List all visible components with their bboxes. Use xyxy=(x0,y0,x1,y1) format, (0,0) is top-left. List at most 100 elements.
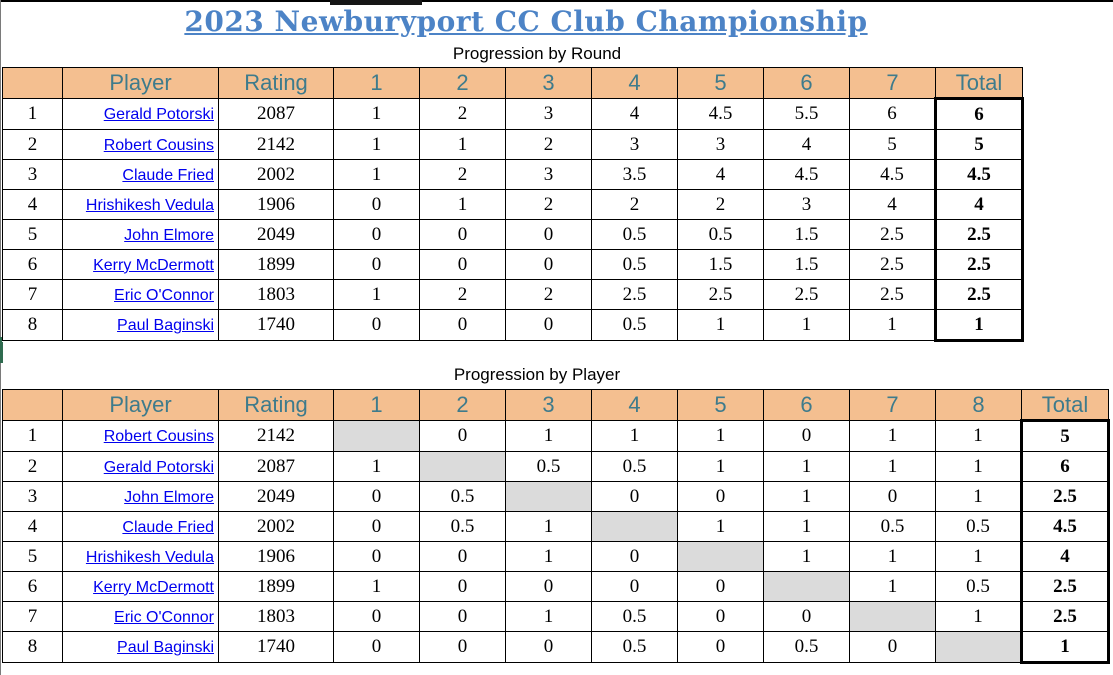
rank-cell: 8 xyxy=(2,631,63,663)
player-cell: Gerald Potorski xyxy=(62,451,219,482)
total-cell: 2.5 xyxy=(934,279,1024,310)
rating-cell: 2002 xyxy=(218,159,334,190)
rating-cell: 1906 xyxy=(218,189,334,220)
score-cell: 0 xyxy=(591,541,678,572)
player-cell: Kerry McDermott xyxy=(62,571,219,602)
score-cell: 0.5 xyxy=(677,219,764,250)
score-cell: 0.5 xyxy=(591,601,678,632)
player-link[interactable]: John Elmore xyxy=(124,226,214,244)
rank-cell: 2 xyxy=(2,451,63,482)
score-cell: 0.5 xyxy=(419,511,506,542)
rating-cell: 1740 xyxy=(218,631,334,663)
score-cell: 0.5 xyxy=(591,451,678,482)
score-cell: 1 xyxy=(849,571,936,602)
score-cell: 1 xyxy=(849,451,936,482)
column-header-3: 3 xyxy=(505,389,592,421)
column-header-5: 5 xyxy=(677,67,764,99)
score-cell: 1 xyxy=(505,420,592,452)
column-header-8: 8 xyxy=(935,389,1022,421)
top-dark-segment xyxy=(330,0,422,5)
score-cell: 1 xyxy=(849,541,936,572)
player-link[interactable]: Hrishikesh Vedula xyxy=(85,196,214,214)
score-cell: 2 xyxy=(505,129,592,160)
score-cell: 1 xyxy=(935,451,1022,482)
score-cell: 3 xyxy=(505,98,592,130)
total-cell: 5 xyxy=(1020,419,1110,452)
score-cell: 1 xyxy=(677,451,764,482)
row-indicator-mark xyxy=(0,337,3,363)
score-cell: 2 xyxy=(419,159,506,190)
score-cell: 2 xyxy=(505,189,592,220)
score-cell: 1 xyxy=(677,511,764,542)
score-cell: 6 xyxy=(849,98,936,130)
player-row: 4 Claude Fried 2002 0 0.5 1 1 1 0.5 0.5 4.5 xyxy=(2,511,1110,542)
score-cell: 2 xyxy=(505,279,592,310)
score-cell: 1 xyxy=(763,511,850,542)
score-cell: 0.5 xyxy=(505,451,592,482)
player-row: 8 Paul Baginski 1740 0 0 0 0.5 1 1 1 1 xyxy=(2,309,1024,342)
player-row: 2 Gerald Potorski 2087 1 0.5 0.5 1 1 1 1 6 xyxy=(2,451,1110,482)
rank-cell: 4 xyxy=(2,511,63,542)
player-cell: Claude Fried xyxy=(62,159,219,190)
self-pairing-cell xyxy=(333,420,420,452)
player-link[interactable]: Gerald Potorski xyxy=(103,106,214,123)
rating-cell: 2142 xyxy=(218,420,334,452)
player-cell: John Elmore xyxy=(62,481,219,512)
score-cell: 1 xyxy=(333,159,420,190)
score-cell: 0 xyxy=(505,219,592,250)
column-header-2: 2 xyxy=(419,389,506,421)
self-pairing-cell xyxy=(505,481,592,512)
rank-cell: 5 xyxy=(2,541,63,572)
player-link[interactable]: Paul Baginski xyxy=(117,639,214,656)
player-link[interactable]: Paul Baginski xyxy=(117,317,214,334)
player-cell: Eric O'Connor xyxy=(62,279,219,310)
rank-cell: 8 xyxy=(2,309,63,341)
player-link[interactable]: Robert Cousins xyxy=(103,136,214,154)
player-link[interactable]: John Elmore xyxy=(124,488,214,506)
column-header-blank xyxy=(2,67,63,99)
player-row: 2 Robert Cousins 2142 1 1 2 3 3 4 5 5 xyxy=(2,129,1024,160)
rank-cell: 6 xyxy=(2,571,63,602)
score-cell: 1 xyxy=(935,541,1022,572)
player-link[interactable]: Eric O'Connor xyxy=(114,286,214,304)
score-cell: 1.5 xyxy=(763,219,850,250)
rating-cell: 2049 xyxy=(218,219,334,250)
player-link[interactable]: Gerald Potorski xyxy=(103,458,214,476)
score-cell: 0 xyxy=(333,219,420,250)
player-link[interactable]: Kerry McDermott xyxy=(93,256,214,274)
score-cell: 0.5 xyxy=(591,249,678,280)
player-cell: Robert Cousins xyxy=(62,420,219,452)
score-cell: 0.5 xyxy=(591,309,678,341)
total-cell: 2.5 xyxy=(934,249,1024,280)
score-cell: 0 xyxy=(763,601,850,632)
player-link[interactable]: Robert Cousins xyxy=(103,428,214,445)
rating-cell: 2049 xyxy=(218,481,334,512)
column-header-1: 1 xyxy=(333,389,420,421)
total-cell: 6 xyxy=(934,97,1024,130)
score-cell: 2 xyxy=(591,189,678,220)
score-cell: 0.5 xyxy=(935,571,1022,602)
score-cell: 0.5 xyxy=(763,631,850,663)
player-link[interactable]: Claude Fried xyxy=(122,166,214,184)
player-cell: Gerald Potorski xyxy=(62,98,219,130)
page-title: 2023 Newburyport CC Club Championship xyxy=(0,5,1052,38)
player-link[interactable]: Eric O'Connor xyxy=(114,608,214,626)
score-cell: 2 xyxy=(419,98,506,130)
rating-cell: 1803 xyxy=(218,601,334,632)
score-cell: 3 xyxy=(505,159,592,190)
player-cell: Hrishikesh Vedula xyxy=(62,189,219,220)
score-cell: 4 xyxy=(591,98,678,130)
score-cell: 0 xyxy=(591,481,678,512)
rank-cell: 5 xyxy=(2,219,63,250)
total-cell: 1 xyxy=(1020,631,1110,664)
player-link[interactable]: Hrishikesh Vedula xyxy=(85,548,214,566)
score-cell: 2.5 xyxy=(591,279,678,310)
rating-cell: 2002 xyxy=(218,511,334,542)
score-cell: 5.5 xyxy=(763,98,850,130)
score-cell: 0 xyxy=(333,511,420,542)
player-link[interactable]: Claude Fried xyxy=(122,518,214,536)
score-cell: 4.5 xyxy=(677,98,764,130)
championship-title-link[interactable]: 2023 Newburyport CC Club Championship xyxy=(184,5,868,38)
player-link[interactable]: Kerry McDermott xyxy=(93,578,214,596)
rating-cell: 2142 xyxy=(218,129,334,160)
